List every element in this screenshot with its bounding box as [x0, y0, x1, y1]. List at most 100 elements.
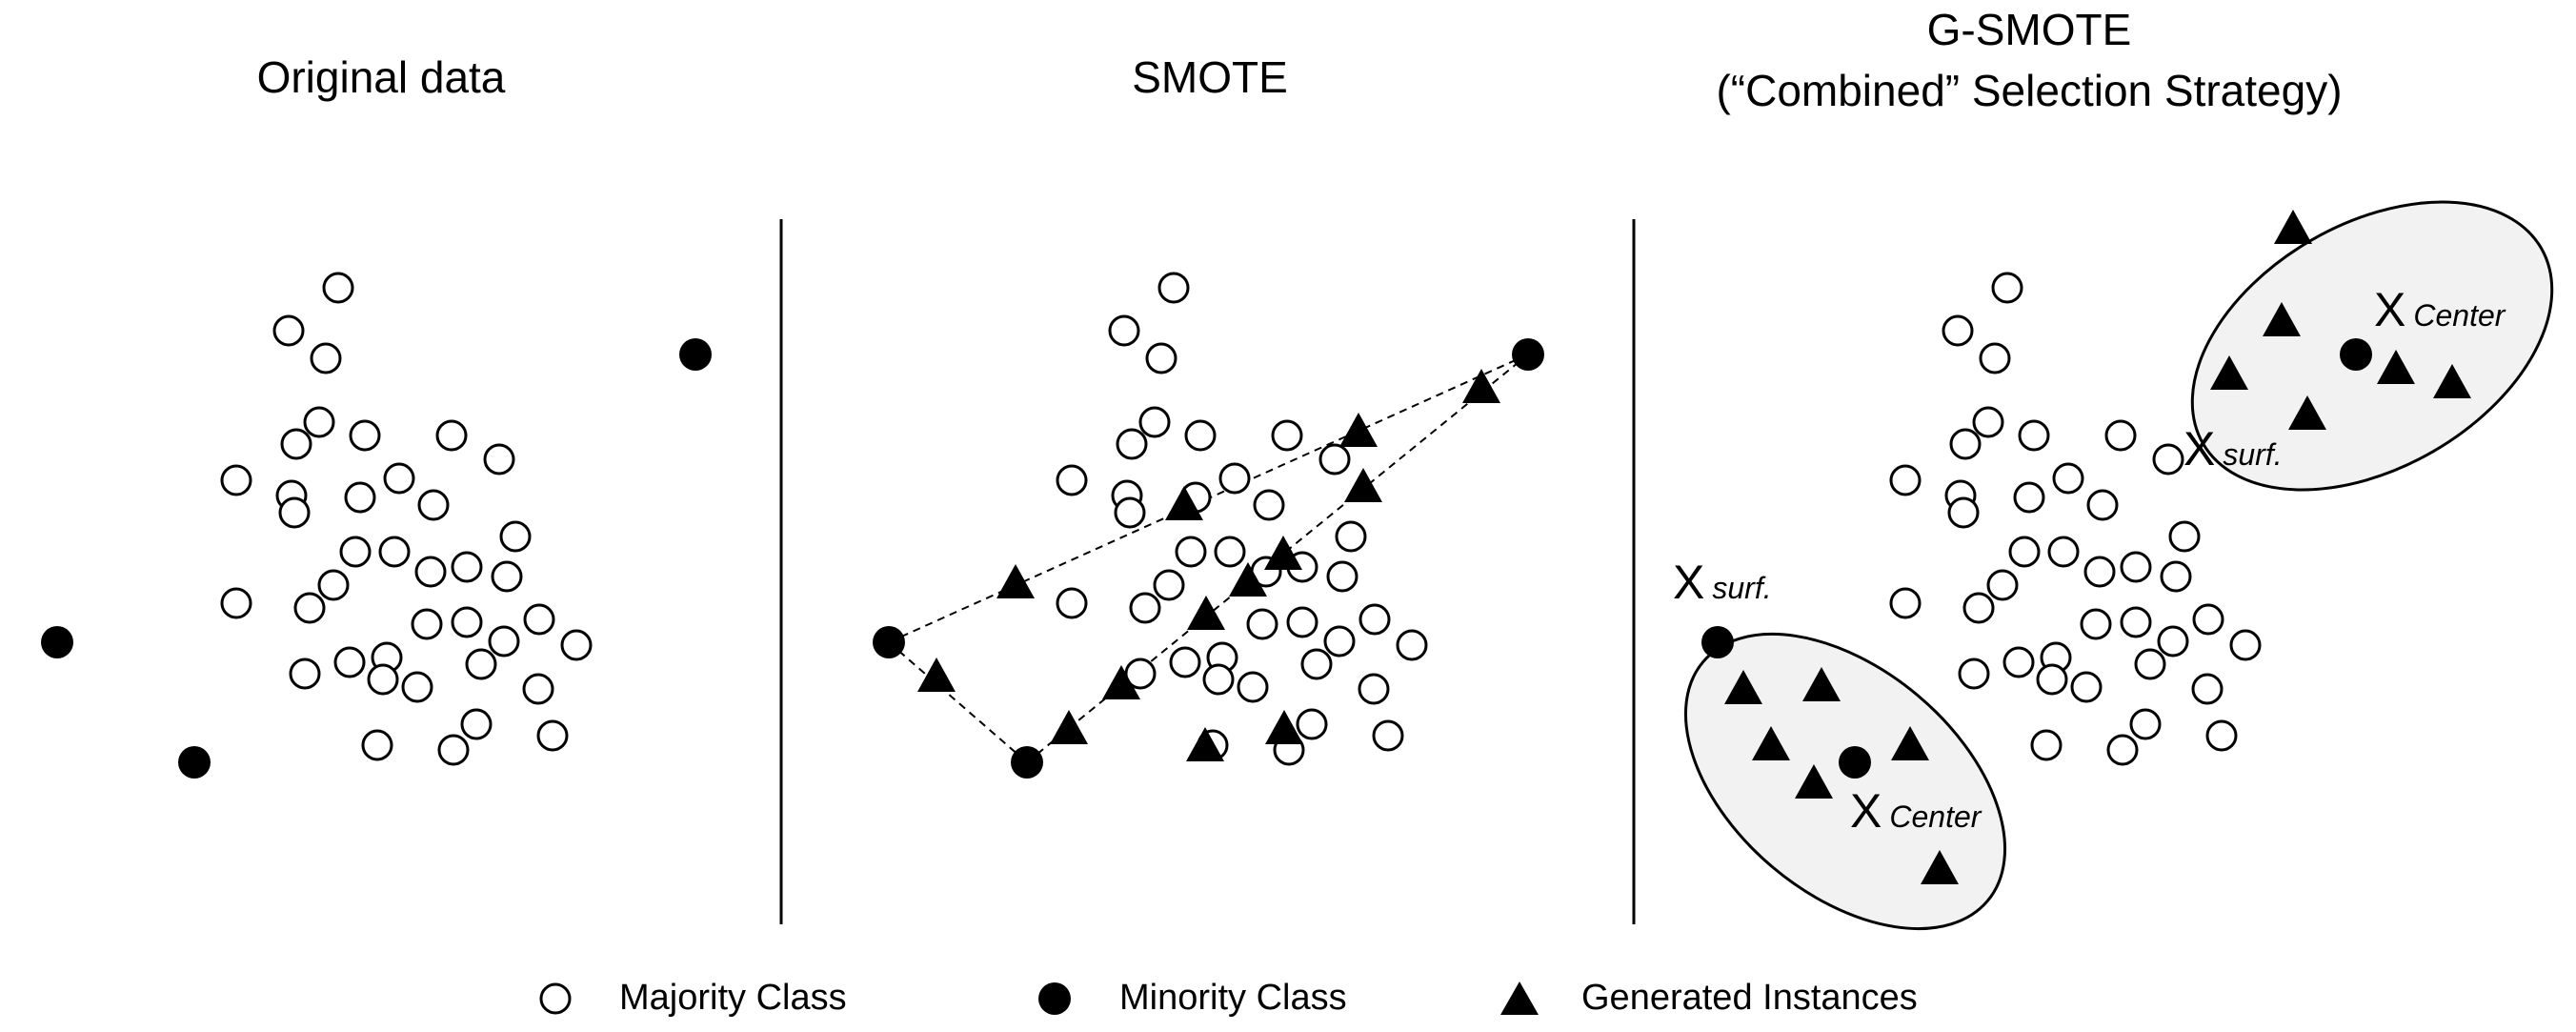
majority-point	[2152, 443, 2184, 476]
majority-point	[2083, 556, 2116, 588]
majority-point	[2008, 536, 2041, 568]
panel-title-gsmote: G-SMOTE	[1926, 5, 2132, 54]
panel-title-smote: SMOTE	[1132, 52, 1288, 102]
majority-point	[2205, 719, 2238, 752]
smote-interpolation-lines	[888, 354, 1529, 763]
majority-point	[2104, 419, 2137, 452]
label-x-center-lower: X Center	[1850, 784, 1982, 838]
majority-point	[1358, 603, 1391, 636]
majority-point	[1129, 592, 1161, 624]
generated-instance	[1102, 665, 1140, 699]
majority-point	[2134, 648, 2166, 680]
gsmote-upper-region	[2190, 200, 2554, 492]
majority-point	[339, 536, 372, 568]
majority-point	[1056, 464, 1088, 496]
majority-point	[491, 560, 523, 593]
majority-point	[1372, 719, 1404, 752]
generated-instance	[1186, 727, 1224, 761]
majority-point	[220, 464, 252, 496]
majority-point	[2120, 551, 2152, 583]
majority-point	[2168, 520, 2201, 553]
majority-point	[401, 671, 433, 703]
majority-point	[1358, 673, 1390, 705]
majority-point	[280, 428, 312, 460]
majority-point	[1991, 272, 2023, 304]
majority-point	[1153, 569, 1185, 601]
minority-point	[679, 338, 712, 371]
majority-point	[2086, 489, 2119, 521]
majority-point	[1218, 462, 1251, 495]
generated-instance	[1344, 468, 1382, 502]
majority-point	[310, 342, 342, 374]
majority-point	[1237, 671, 1269, 703]
majority-point	[2129, 708, 2162, 740]
majority-point	[1396, 629, 1428, 661]
generated-instance	[2377, 350, 2415, 384]
majority-point	[1175, 536, 1207, 568]
majority-point	[2013, 481, 2045, 514]
majority-point	[414, 556, 447, 588]
majority-point	[437, 734, 470, 766]
minority-point	[873, 626, 905, 658]
majority-point	[435, 419, 468, 452]
majority-point	[344, 481, 376, 514]
label-x-center-upper: X Center	[2374, 283, 2506, 336]
majority-point	[1108, 314, 1140, 347]
legend-generated-label: Generated Instances	[1581, 978, 1918, 1018]
majority-point	[2160, 560, 2192, 593]
majority-point	[417, 489, 450, 521]
generated-instance	[1050, 710, 1088, 744]
majority-point	[383, 462, 415, 495]
minority-points	[41, 338, 2372, 779]
majority-point	[2036, 663, 2068, 696]
generated-instance	[1752, 726, 1790, 760]
generated-instance	[2274, 210, 2312, 244]
generated-instance	[1229, 562, 1267, 597]
legend-minority-icon	[1038, 982, 1071, 1015]
majority-point	[2192, 603, 2224, 636]
generated-instance	[1462, 369, 1500, 403]
generated-instance	[2433, 364, 2471, 398]
majority-point	[1138, 406, 1171, 438]
majority-point	[1253, 489, 1285, 521]
generated-instance	[1802, 667, 1841, 701]
majority-point	[1214, 536, 1246, 568]
majority-point	[1889, 464, 1922, 496]
majority-point	[1116, 428, 1148, 460]
majority-point	[2047, 536, 2080, 568]
majority-point	[1271, 419, 1303, 452]
majority-point	[560, 629, 593, 661]
panel-title-original: Original data	[256, 52, 506, 102]
generated-points	[917, 210, 2471, 884]
generated-instance	[2210, 355, 2248, 390]
majority-point	[333, 646, 366, 678]
generated-instance	[996, 564, 1035, 598]
majority-point	[451, 606, 483, 638]
majority-point	[1986, 569, 2019, 601]
legend-majority-label: Majority Class	[619, 978, 847, 1018]
majority-point	[1958, 658, 1990, 690]
majority-point	[1246, 608, 1278, 640]
majority-point	[1889, 587, 1922, 619]
majority-point	[1114, 496, 1146, 529]
minority-point	[41, 626, 73, 658]
generated-instance	[2263, 302, 2301, 336]
majority-point	[2070, 671, 2103, 703]
majority-point	[2229, 629, 2262, 661]
majority-point	[1184, 419, 1217, 452]
majority-point	[1169, 646, 1201, 678]
majority-point	[2002, 646, 2035, 678]
majority-point	[488, 625, 520, 658]
panel-subtitle-gsmote: (“Combined” Selection Strategy)	[1716, 66, 2343, 115]
majority-point	[1323, 625, 1356, 658]
generated-instance	[1165, 486, 1203, 520]
majority-point	[2120, 606, 2152, 638]
generated-instance	[2288, 395, 2326, 430]
majority-point	[1157, 272, 1190, 304]
majority-point	[451, 551, 483, 583]
generated-instance	[1265, 710, 1303, 744]
majority-point	[349, 419, 381, 452]
majority-point	[293, 592, 326, 624]
